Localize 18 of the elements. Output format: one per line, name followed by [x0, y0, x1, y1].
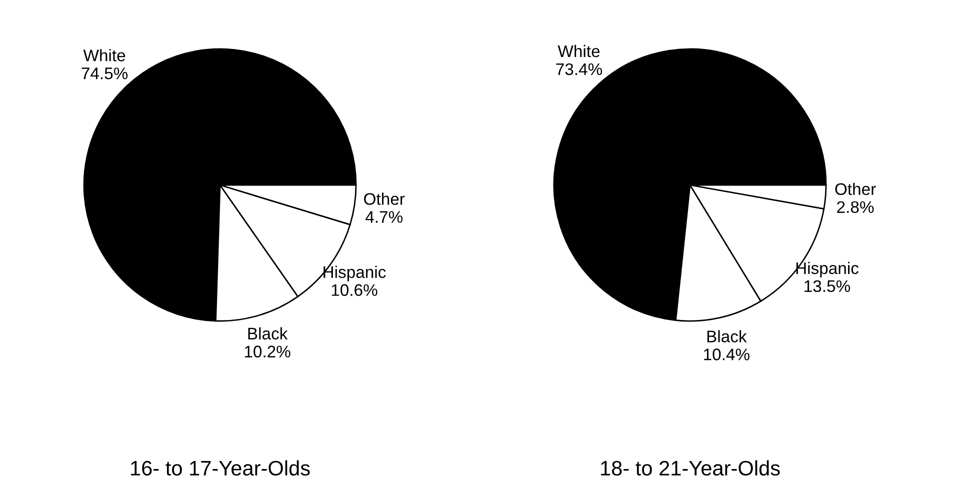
slice-label: Hispanic — [324, 266, 386, 282]
slice-label: Other — [835, 182, 876, 196]
data-label: 10.4% — [704, 348, 750, 360]
slice-label: Black — [707, 330, 747, 342]
slice-label: White — [558, 44, 600, 58]
data-label: 13.5% — [804, 280, 850, 292]
data-label: 4.7% — [366, 211, 403, 223]
data-label: 73.4% — [556, 63, 602, 76]
slice-label: Hispanic — [796, 262, 859, 278]
text: 16- to 17-Year-Olds — [131, 460, 310, 476]
data-label: 2.8% — [837, 201, 874, 214]
slice-label: Black — [248, 327, 288, 340]
data-label: 74.5% — [82, 68, 128, 80]
data-label: 10.2% — [244, 346, 290, 358]
slice-label: White — [83, 49, 126, 62]
text: 18- to 21-Year-Olds — [601, 460, 780, 476]
data-label: 10.6% — [332, 284, 378, 296]
slice-label: Other — [364, 192, 405, 205]
